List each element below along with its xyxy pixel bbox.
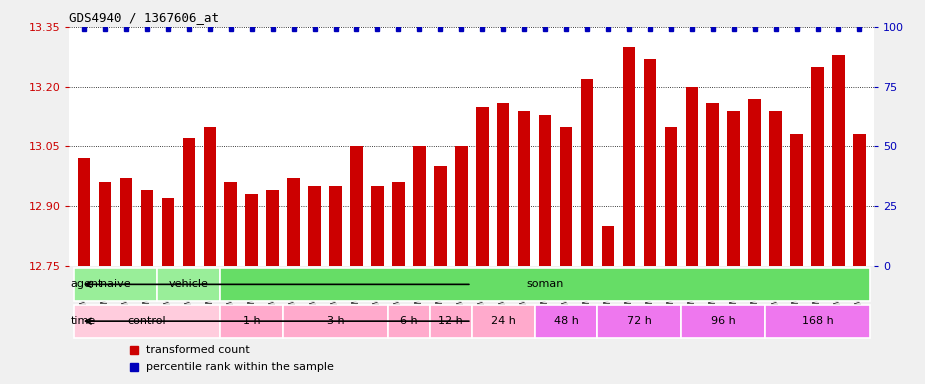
Bar bbox=[288, 178, 300, 266]
Bar bbox=[119, 178, 132, 266]
Bar bbox=[99, 182, 111, 266]
Bar bbox=[162, 198, 174, 266]
Text: naive: naive bbox=[100, 280, 130, 290]
Text: 96 h: 96 h bbox=[710, 316, 735, 326]
Text: soman: soman bbox=[526, 280, 563, 290]
Bar bbox=[472, 305, 535, 338]
Text: 1 h: 1 h bbox=[243, 316, 261, 326]
Bar bbox=[727, 111, 740, 266]
Bar bbox=[476, 107, 488, 266]
Bar bbox=[245, 194, 258, 266]
Bar bbox=[220, 305, 283, 338]
Bar bbox=[664, 126, 677, 266]
Bar bbox=[78, 158, 91, 266]
Bar bbox=[623, 47, 635, 266]
Bar bbox=[682, 305, 765, 338]
Bar bbox=[560, 126, 573, 266]
Bar bbox=[329, 186, 342, 266]
Bar bbox=[538, 114, 551, 266]
Bar bbox=[644, 59, 656, 266]
Bar bbox=[811, 67, 824, 266]
Bar bbox=[220, 268, 869, 301]
Text: 12 h: 12 h bbox=[438, 316, 463, 326]
Text: 72 h: 72 h bbox=[627, 316, 652, 326]
Bar bbox=[308, 186, 321, 266]
Bar bbox=[581, 79, 593, 266]
Bar bbox=[707, 103, 719, 266]
Text: 3 h: 3 h bbox=[327, 316, 344, 326]
Bar bbox=[74, 305, 220, 338]
Text: 6 h: 6 h bbox=[401, 316, 418, 326]
Bar bbox=[598, 305, 682, 338]
Bar bbox=[141, 190, 154, 266]
Bar bbox=[74, 268, 157, 301]
Text: 48 h: 48 h bbox=[554, 316, 578, 326]
Bar bbox=[266, 190, 279, 266]
Bar bbox=[225, 182, 237, 266]
Bar bbox=[351, 146, 363, 266]
Text: GDS4940 / 1367606_at: GDS4940 / 1367606_at bbox=[69, 11, 219, 24]
Bar bbox=[770, 111, 782, 266]
Bar bbox=[790, 134, 803, 266]
Text: 24 h: 24 h bbox=[491, 316, 515, 326]
Text: vehicle: vehicle bbox=[169, 280, 209, 290]
Bar bbox=[535, 305, 598, 338]
Bar bbox=[392, 182, 404, 266]
Bar bbox=[434, 166, 447, 266]
Text: time: time bbox=[70, 316, 95, 326]
Text: percentile rank within the sample: percentile rank within the sample bbox=[146, 362, 334, 372]
Bar bbox=[765, 305, 869, 338]
Bar bbox=[832, 55, 845, 266]
Bar bbox=[455, 146, 467, 266]
Text: 168 h: 168 h bbox=[802, 316, 833, 326]
Bar bbox=[157, 268, 220, 301]
Bar bbox=[497, 103, 510, 266]
Bar bbox=[283, 305, 388, 338]
Text: transformed count: transformed count bbox=[146, 345, 250, 355]
Bar bbox=[430, 305, 472, 338]
Bar bbox=[182, 139, 195, 266]
Bar bbox=[601, 226, 614, 266]
Text: agent: agent bbox=[70, 280, 103, 290]
Bar bbox=[413, 146, 426, 266]
Bar bbox=[748, 99, 761, 266]
Bar bbox=[685, 87, 698, 266]
Bar bbox=[371, 186, 384, 266]
Text: control: control bbox=[128, 316, 166, 326]
Bar bbox=[204, 126, 216, 266]
Bar bbox=[853, 134, 866, 266]
Bar bbox=[388, 305, 430, 338]
Bar bbox=[518, 111, 530, 266]
